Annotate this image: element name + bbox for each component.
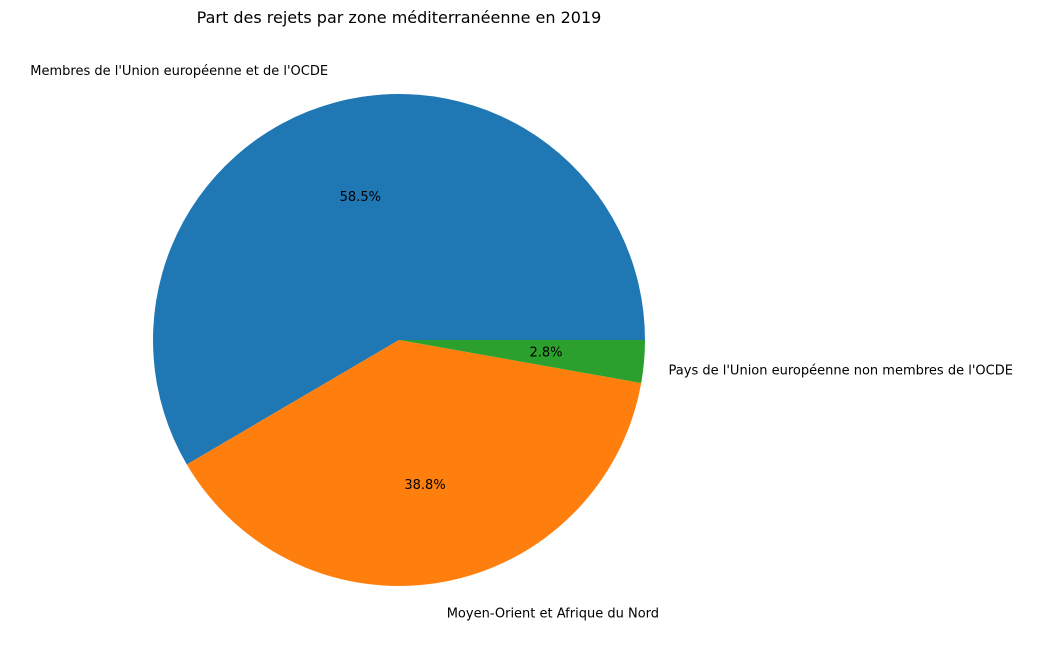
slice-percentage: 58.5%: [340, 190, 381, 205]
pie-slice-membres-de-l-union-europeenne-et-de-l-ocde: [152, 94, 645, 465]
slice-label: Moyen-Orient et Afrique du Nord: [447, 606, 659, 621]
pie-slice-pays-de-l-union-europeenne-non-membres-de-l-ocde: [399, 340, 645, 384]
pie-slice-moyen-orient-et-afrique-du-nord: [186, 340, 642, 586]
pie-slices: [152, 94, 645, 586]
chart-title: Part des rejets par zone méditerranéenne…: [197, 8, 602, 27]
slice-percentages: 58.5% 38.8% 2.8%: [340, 190, 563, 493]
slice-labels: Membres de l'Union européenne et de l'OC…: [30, 64, 1013, 621]
slice-percentage: 38.8%: [404, 478, 445, 493]
slice-percentage: 2.8%: [530, 345, 563, 360]
slice-label: Membres de l'Union européenne et de l'OC…: [30, 64, 328, 79]
slice-label: Pays de l'Union européenne non membres d…: [669, 364, 1013, 379]
